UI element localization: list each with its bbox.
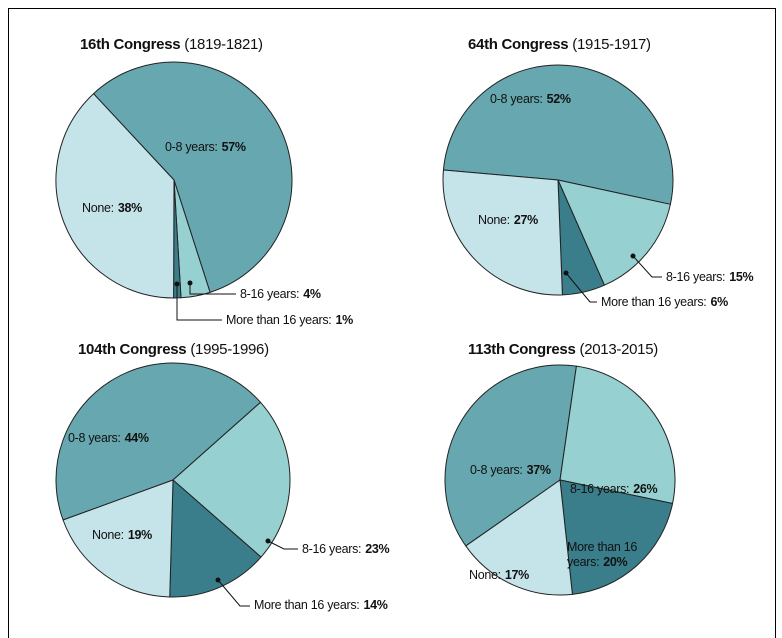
title: 104th Congress bbox=[78, 341, 187, 358]
slice-label: None: 17% bbox=[469, 568, 529, 583]
pie-title: 16th Congress (1819-1821) bbox=[80, 36, 263, 53]
slice-label: More than 16 years: 6% bbox=[601, 295, 728, 310]
value-label: 20% bbox=[603, 555, 628, 569]
value-label: 44% bbox=[124, 431, 149, 445]
category-name: None: bbox=[469, 568, 501, 582]
leader-dot bbox=[187, 280, 193, 286]
slice-label: 0-8 years: 44% bbox=[68, 431, 149, 446]
slice-label: 8-16 years: 23% bbox=[302, 542, 390, 557]
slice-label: None: 27% bbox=[478, 213, 538, 228]
category-name: More than 16 years: bbox=[601, 295, 707, 309]
value-label: 37% bbox=[526, 463, 551, 477]
value-label: 15% bbox=[729, 270, 754, 284]
value-label: 17% bbox=[504, 568, 529, 582]
pie-slice bbox=[444, 364, 577, 547]
subtitle: (1995-1996) bbox=[190, 341, 269, 358]
slice-label: 0-8 years: 52% bbox=[490, 92, 571, 107]
subtitle: (1915-1917) bbox=[572, 36, 651, 53]
frame bbox=[8, 8, 776, 638]
slice-label: More than 16 years: 1% bbox=[226, 313, 353, 328]
leader-dot bbox=[630, 253, 636, 259]
value-label: 1% bbox=[335, 313, 353, 327]
title: 16th Congress bbox=[80, 36, 181, 53]
slice-label: More than 16 years: 14% bbox=[254, 598, 388, 613]
pie-slice bbox=[55, 362, 261, 521]
slice-label: 0-8 years: 57% bbox=[165, 140, 246, 155]
slice-label: 0-8 years: 37% bbox=[470, 463, 551, 478]
value-label: 38% bbox=[117, 201, 142, 215]
pie-slice bbox=[169, 479, 262, 598]
value-label: 57% bbox=[221, 140, 246, 154]
slice-label: 8-16 years: 4% bbox=[240, 287, 321, 302]
title: 113th Congress bbox=[468, 341, 576, 358]
category-name: More than 16 years: bbox=[226, 313, 332, 327]
value-label: 27% bbox=[513, 213, 538, 227]
slice-label: 8-16 years: 15% bbox=[666, 270, 754, 285]
pie-slice bbox=[62, 479, 174, 598]
category-name: 8-16 years: bbox=[240, 287, 300, 301]
subtitle: (1819-1821) bbox=[184, 36, 263, 53]
pie-slice bbox=[93, 61, 293, 293]
category-name: 0-8 years: bbox=[470, 463, 523, 477]
value-label: 6% bbox=[710, 295, 728, 309]
slice-label: More than 16 years: 20% bbox=[567, 540, 639, 570]
pie-slice bbox=[559, 365, 676, 505]
pie-title: 104th Congress (1995-1996) bbox=[78, 341, 269, 358]
leader-line bbox=[565, 272, 597, 303]
slice-label: 8-16 years: 26% bbox=[570, 482, 658, 497]
value-label: 14% bbox=[363, 598, 388, 612]
category-name: 8-16 years: bbox=[666, 270, 726, 284]
pie-slice bbox=[172, 401, 291, 558]
leader-dot bbox=[265, 538, 271, 544]
category-name: 8-16 years: bbox=[570, 482, 630, 496]
pie-slice bbox=[465, 479, 573, 596]
category-name: None: bbox=[82, 201, 114, 215]
category-name: None: bbox=[92, 528, 124, 542]
category-name: 0-8 years: bbox=[68, 431, 121, 445]
pie-slice bbox=[557, 179, 671, 286]
pie-slice bbox=[442, 169, 563, 296]
leader-line bbox=[267, 540, 298, 550]
category-name: 0-8 years: bbox=[490, 92, 543, 106]
pie-slice bbox=[442, 64, 674, 205]
leader-line bbox=[189, 283, 236, 295]
slice-label: None: 19% bbox=[92, 528, 152, 543]
leader-line bbox=[217, 579, 250, 607]
category-name: More than 16 years: bbox=[254, 598, 360, 612]
value-label: 4% bbox=[303, 287, 321, 301]
value-label: 23% bbox=[365, 542, 390, 556]
value-label: 52% bbox=[546, 92, 571, 106]
leader-dot bbox=[174, 281, 180, 287]
title: 64th Congress bbox=[468, 36, 569, 53]
value-label: 19% bbox=[127, 528, 152, 542]
category-name: 8-16 years: bbox=[302, 542, 362, 556]
pie-slice bbox=[55, 93, 175, 299]
pie-title: 64th Congress (1915-1917) bbox=[468, 36, 651, 53]
pie-title: 113th Congress (2013-2015) bbox=[468, 341, 658, 358]
leader-dot bbox=[215, 577, 221, 583]
pie-slice bbox=[559, 479, 674, 595]
value-label: 26% bbox=[633, 482, 658, 496]
category-name: None: bbox=[478, 213, 510, 227]
leader-dot bbox=[563, 270, 569, 276]
slice-label: None: 38% bbox=[82, 201, 142, 216]
category-name: More than 16 years: bbox=[567, 540, 638, 569]
leader-line bbox=[176, 284, 222, 321]
category-name: 0-8 years: bbox=[165, 140, 218, 154]
subtitle: (2013-2015) bbox=[579, 341, 659, 358]
leader-line bbox=[632, 255, 662, 278]
